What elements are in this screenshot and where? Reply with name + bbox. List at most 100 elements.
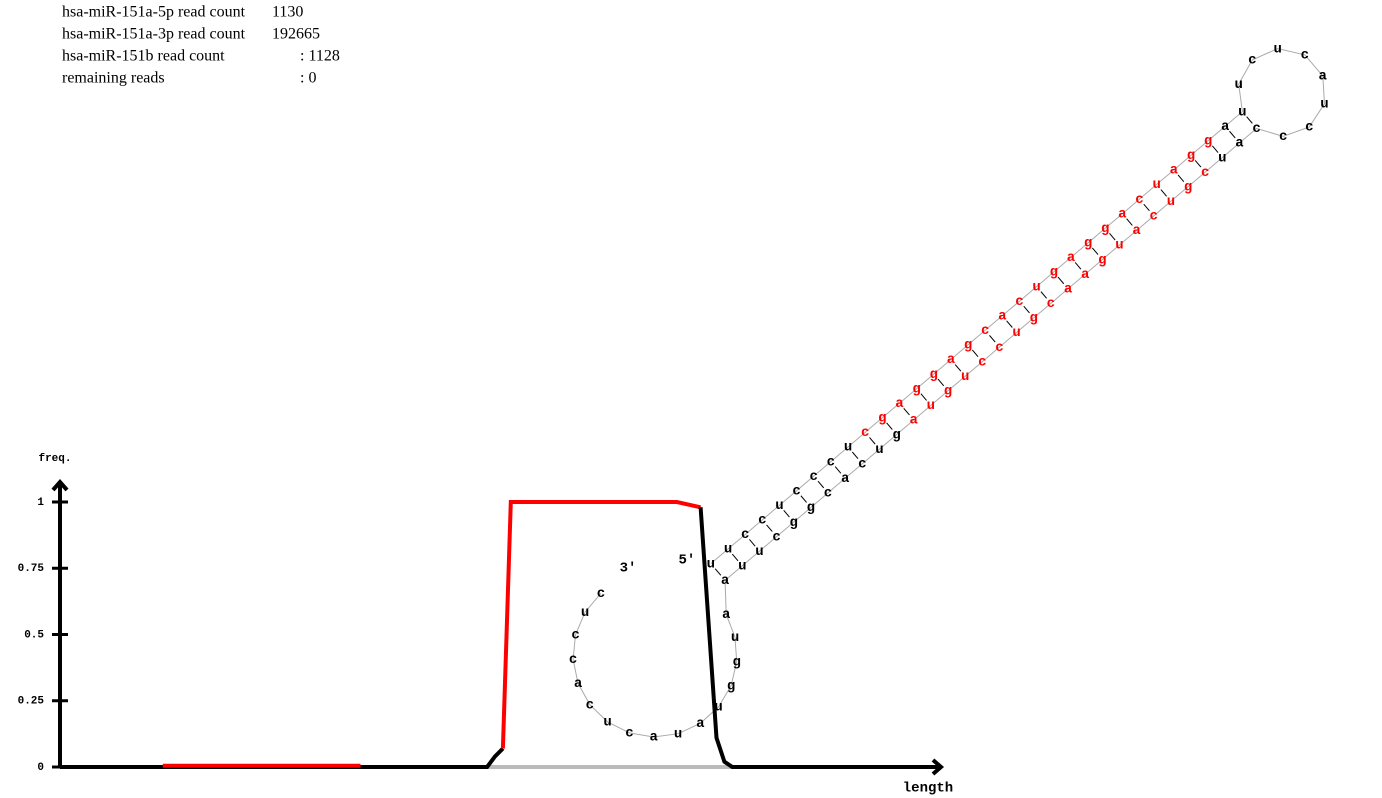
nucleotide: c bbox=[571, 627, 579, 643]
nucleotide: u bbox=[603, 715, 611, 731]
x-axis-arrow bbox=[931, 758, 945, 776]
y-tick-label: 0.25 bbox=[18, 696, 45, 708]
nucleotide: u bbox=[707, 556, 715, 572]
base-pair bbox=[749, 539, 756, 547]
base-pair bbox=[731, 553, 739, 562]
x-axis-label: length bbox=[903, 781, 953, 797]
base-pair bbox=[1211, 145, 1219, 153]
nucleotide: g bbox=[964, 338, 972, 354]
nucleotide: c bbox=[981, 323, 989, 339]
nucleotide: a bbox=[895, 396, 904, 412]
nucleotide: u bbox=[581, 605, 589, 621]
frequency-line bbox=[500, 500, 702, 749]
header-label: hsa-miR-151b read count bbox=[62, 48, 225, 65]
nucleotide: g bbox=[878, 411, 886, 427]
nucleotide: c bbox=[1252, 121, 1260, 137]
nucleotide: a bbox=[1221, 119, 1230, 135]
nucleotide: a bbox=[1235, 136, 1244, 152]
nucleotide: a bbox=[1064, 281, 1073, 297]
nucleotide: c bbox=[758, 513, 766, 529]
header-value: 1130 bbox=[272, 4, 303, 21]
nucleotide: g bbox=[727, 678, 735, 694]
base-pair bbox=[1023, 305, 1030, 314]
base-pair bbox=[1229, 130, 1236, 139]
nucleotide: g bbox=[1204, 134, 1212, 150]
nucleotide: a bbox=[696, 716, 705, 732]
nucleotide: a bbox=[1081, 267, 1090, 283]
nucleotide: u bbox=[1152, 177, 1160, 193]
base-pair bbox=[1109, 232, 1116, 241]
base-pair bbox=[1126, 218, 1133, 226]
nucleotide: u bbox=[714, 700, 722, 716]
base-pair bbox=[1091, 247, 1099, 255]
base-pair bbox=[869, 437, 876, 445]
nucleotide: a bbox=[1132, 223, 1141, 239]
nucleotide: c bbox=[569, 652, 577, 668]
base-pair bbox=[766, 524, 773, 532]
base-pair bbox=[1074, 262, 1082, 270]
y-tick-label: 0 bbox=[37, 762, 44, 774]
base-pair bbox=[920, 393, 927, 401]
base-pair bbox=[783, 510, 790, 518]
base-pair bbox=[714, 568, 722, 576]
base-pair bbox=[1246, 116, 1253, 124]
nucleotide: c bbox=[792, 483, 800, 499]
base-pair bbox=[903, 407, 910, 416]
nucleotide: c bbox=[1150, 209, 1158, 225]
nucleotide: a bbox=[910, 413, 919, 429]
base-pair bbox=[989, 335, 996, 343]
nucleotide: a bbox=[650, 730, 659, 746]
nucleotide: u bbox=[724, 542, 732, 558]
nucleotide: c bbox=[1279, 129, 1287, 145]
nucleotide: u bbox=[1235, 77, 1243, 93]
base-pair bbox=[1177, 174, 1185, 183]
nucleotide: u bbox=[844, 440, 852, 456]
nucleotide: c bbox=[810, 469, 818, 485]
nucleotide: u bbox=[775, 498, 783, 514]
header-value: 192665 bbox=[272, 26, 320, 43]
nucleotide: u bbox=[1218, 150, 1226, 166]
nucleotide: c bbox=[1201, 165, 1209, 181]
nucleotide: g bbox=[1187, 148, 1195, 164]
nucleotide: g bbox=[807, 500, 815, 516]
nucleotide: a bbox=[1170, 163, 1179, 179]
nucleotide: c bbox=[1015, 294, 1023, 310]
nucleotide: c bbox=[625, 726, 633, 742]
y-axis-label: freq. bbox=[38, 453, 71, 465]
nucleotide: g bbox=[930, 367, 938, 383]
y-axis-arrow bbox=[51, 478, 69, 492]
y-tick-label: 1 bbox=[37, 497, 44, 509]
nucleotide: c bbox=[1301, 47, 1309, 63]
backbone-line bbox=[572, 48, 1326, 738]
nucleotide: c bbox=[1135, 192, 1143, 208]
base-pair bbox=[1194, 160, 1202, 168]
y-tick-label: 0.75 bbox=[18, 563, 45, 575]
base-pair bbox=[851, 451, 859, 460]
nucleotide: u bbox=[1012, 325, 1020, 341]
base-pair bbox=[1006, 320, 1013, 328]
nucleotide: a bbox=[841, 471, 850, 487]
nucleotide: a bbox=[1319, 69, 1328, 85]
header-value: : 0 bbox=[300, 70, 316, 87]
nucleotide: c bbox=[861, 425, 869, 441]
nucleotide: a bbox=[947, 352, 956, 368]
nucleotide: u bbox=[961, 369, 969, 385]
base-pair bbox=[1143, 203, 1150, 212]
nucleotide: c bbox=[827, 454, 835, 470]
base-pair bbox=[834, 466, 842, 474]
base-pair bbox=[971, 349, 979, 357]
nucleotide: g bbox=[1101, 221, 1109, 237]
nucleotide: g bbox=[1084, 236, 1092, 252]
nucleotide: c bbox=[858, 456, 866, 472]
nucleotide: g bbox=[1050, 265, 1058, 281]
nucleotide: u bbox=[731, 630, 739, 646]
nucleotide: c bbox=[741, 527, 749, 543]
nucleotide: u bbox=[755, 544, 763, 560]
nucleotide: a bbox=[1118, 206, 1127, 222]
nucleotide: g bbox=[733, 654, 741, 670]
nucleotide: u bbox=[1115, 238, 1123, 254]
nucleotide: c bbox=[978, 354, 986, 370]
nucleotide: u bbox=[1273, 41, 1281, 57]
nucleotide: g bbox=[944, 384, 952, 400]
